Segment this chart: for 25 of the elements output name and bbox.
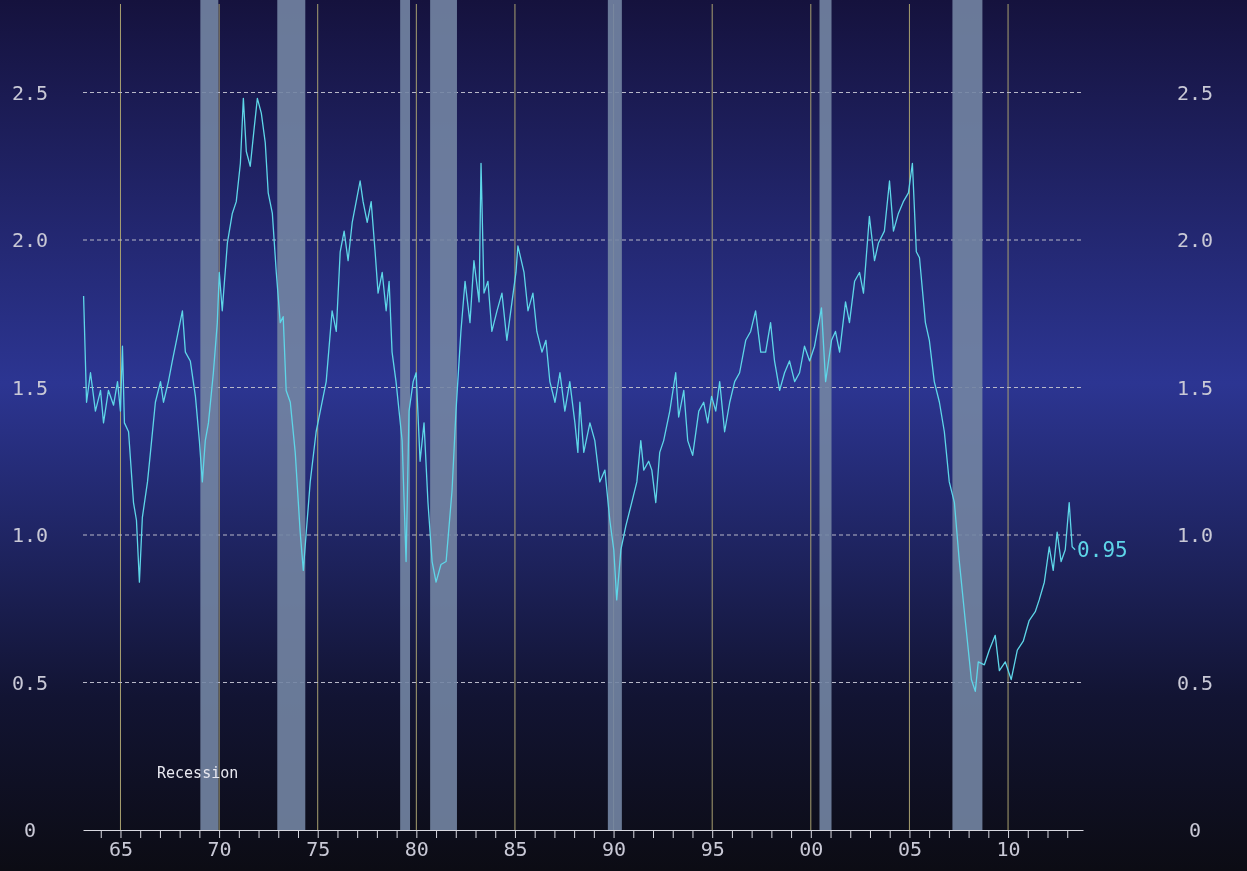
y2-tick-label: 1.0 [1176, 523, 1214, 547]
y2-tick-label: 0.5 [1176, 670, 1214, 695]
y2-tick-label: 2.5 [1176, 80, 1214, 105]
y2-tick-label: 1.5 [1176, 375, 1214, 400]
annotation: Recession [157, 764, 239, 782]
x-tick-label: 05 [897, 837, 922, 862]
x-tick-label: 75 [306, 837, 331, 862]
y-tick-label: 0.5 [11, 670, 49, 695]
x-tick-label: 00 [799, 837, 824, 862]
y2-tick-label: 2.0 [1176, 228, 1214, 252]
y2-tick-label: 0 [1188, 818, 1202, 842]
y-tick-label: 0 [23, 818, 37, 842]
x-tick-label: 10 [996, 837, 1021, 862]
y-tick-label: 2.0 [11, 228, 49, 252]
x-tick-label: 70 [207, 837, 232, 862]
x-tick-label: 95 [700, 837, 725, 862]
x-tick-label: 65 [108, 837, 134, 862]
x-tick-label: 80 [404, 837, 429, 862]
y-tick-label: 1.0 [11, 523, 49, 547]
annotation: 0.95 [1077, 537, 1128, 562]
x-tick-label: 85 [503, 837, 528, 862]
y-tick-label: 2.5 [11, 80, 49, 105]
x-tick-label: 90 [602, 837, 627, 862]
line-series [82, 97, 1076, 692]
y-tick-label: 1.5 [11, 375, 49, 400]
